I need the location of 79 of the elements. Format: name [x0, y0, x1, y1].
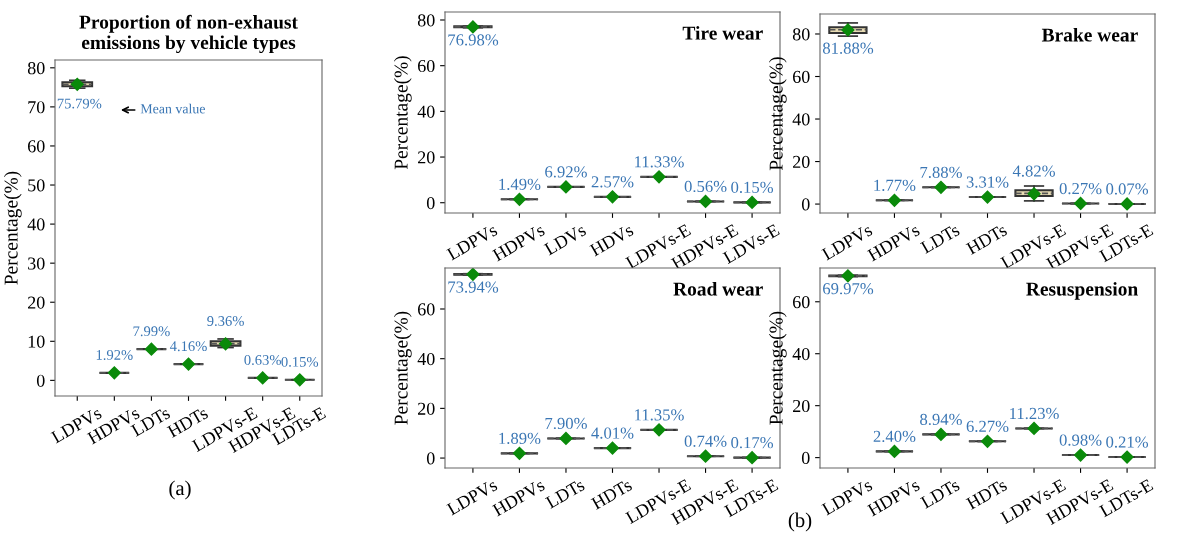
- y-tick-label: 80: [792, 28, 810, 41]
- y-axis-title: Percentage(%): [393, 56, 412, 170]
- y-tick-label: 20: [418, 151, 435, 164]
- y-tick-label: 0: [36, 374, 45, 387]
- x-tick-label: LDVs: [543, 223, 587, 256]
- text: 76.98%: [448, 34, 499, 46]
- y-tick-label: 20: [28, 296, 45, 309]
- text: 0.15%: [281, 356, 319, 367]
- y-axis-title: Percentage(%): [768, 57, 787, 171]
- y-tick-label: 80: [27, 62, 45, 75]
- text: 75.79%: [57, 98, 102, 109]
- y-tick-label: 60: [793, 296, 810, 309]
- text: 0.98%: [1059, 434, 1102, 446]
- text: 0.15%: [731, 181, 774, 194]
- chart-title: Proportion of non-exhaust emissions by vehicle types: [79, 14, 298, 54]
- text: 4.82%: [1012, 165, 1055, 177]
- text: 81.88%: [822, 42, 874, 54]
- text: 7.90%: [545, 417, 587, 430]
- text: Road wear: [673, 282, 763, 296]
- text: 7.99%: [133, 326, 170, 337]
- text: Brake wear: [1041, 27, 1138, 42]
- y-tick-label: 40: [792, 113, 810, 126]
- y-tick-label: 20: [793, 155, 810, 168]
- text: 3.31%: [966, 176, 1009, 188]
- y-axis-title: Percentage(%): [3, 171, 22, 285]
- y-tick-label: 0: [426, 452, 435, 465]
- x-tick-label: LDTs: [919, 223, 961, 254]
- text: 1.92%: [96, 349, 133, 360]
- y-tick-label: 50: [28, 179, 45, 192]
- y-tick-label: 60: [793, 70, 810, 83]
- y-axis-title: Percentage(%): [768, 311, 787, 425]
- text: Resuspension: [1026, 282, 1138, 300]
- text: Tire wear: [682, 26, 763, 40]
- text: 73.94%: [448, 281, 499, 293]
- text: 4.16%: [169, 341, 207, 352]
- text: 0.56%: [684, 180, 727, 193]
- y-tick-label: 80: [417, 14, 435, 27]
- y-axis-title: Percentage(%): [393, 311, 412, 425]
- text: 2.40%: [873, 430, 916, 443]
- text: 0.74%: [684, 435, 727, 447]
- y-tick-label: 70: [28, 101, 45, 114]
- text: 69.97%: [823, 283, 874, 295]
- text: 2.57%: [591, 176, 634, 188]
- y-tick-label: 60: [28, 140, 45, 153]
- annotation: Mean value: [140, 103, 205, 114]
- text: 1.89%: [499, 432, 541, 445]
- text: 6.92%: [545, 166, 587, 178]
- text: 0.63%: [244, 355, 281, 365]
- y-tick-label: 40: [27, 218, 45, 231]
- y-tick-label: 10: [28, 335, 45, 348]
- text: 11.35%: [635, 409, 684, 421]
- y-tick-label: 0: [426, 196, 435, 210]
- text: 0.27%: [1059, 182, 1102, 195]
- text: 0.17%: [731, 437, 774, 449]
- y-tick-label: 0: [801, 451, 810, 465]
- y-tick-label: 20: [418, 402, 435, 415]
- y-tick-label: 20: [793, 399, 810, 413]
- y-tick-label: 40: [417, 352, 435, 366]
- text: 1.77%: [874, 179, 916, 192]
- text: 9.36%: [207, 316, 244, 326]
- text: (b): [788, 512, 812, 532]
- y-tick-label: 60: [418, 303, 435, 316]
- y-tick-label: 40: [792, 347, 810, 361]
- text: (a): [169, 480, 191, 500]
- text: 6.27%: [966, 420, 1009, 433]
- text: 1.49%: [499, 178, 541, 190]
- text: 0.07%: [1106, 183, 1149, 195]
- y-tick-label: 40: [417, 105, 435, 118]
- text: 11.23%: [1010, 407, 1059, 420]
- x-tick-label: LDTs: [544, 478, 586, 509]
- y-tick-label: 30: [28, 257, 45, 270]
- text: 7.88%: [920, 166, 962, 179]
- y-tick-label: 0: [801, 198, 810, 211]
- text: 0.21%: [1106, 436, 1149, 448]
- text: 4.01%: [591, 427, 634, 439]
- text: 11.33%: [635, 156, 684, 168]
- text: 8.94%: [920, 413, 962, 426]
- x-tick-label: LDTs: [919, 478, 961, 509]
- y-tick-label: 60: [418, 59, 435, 73]
